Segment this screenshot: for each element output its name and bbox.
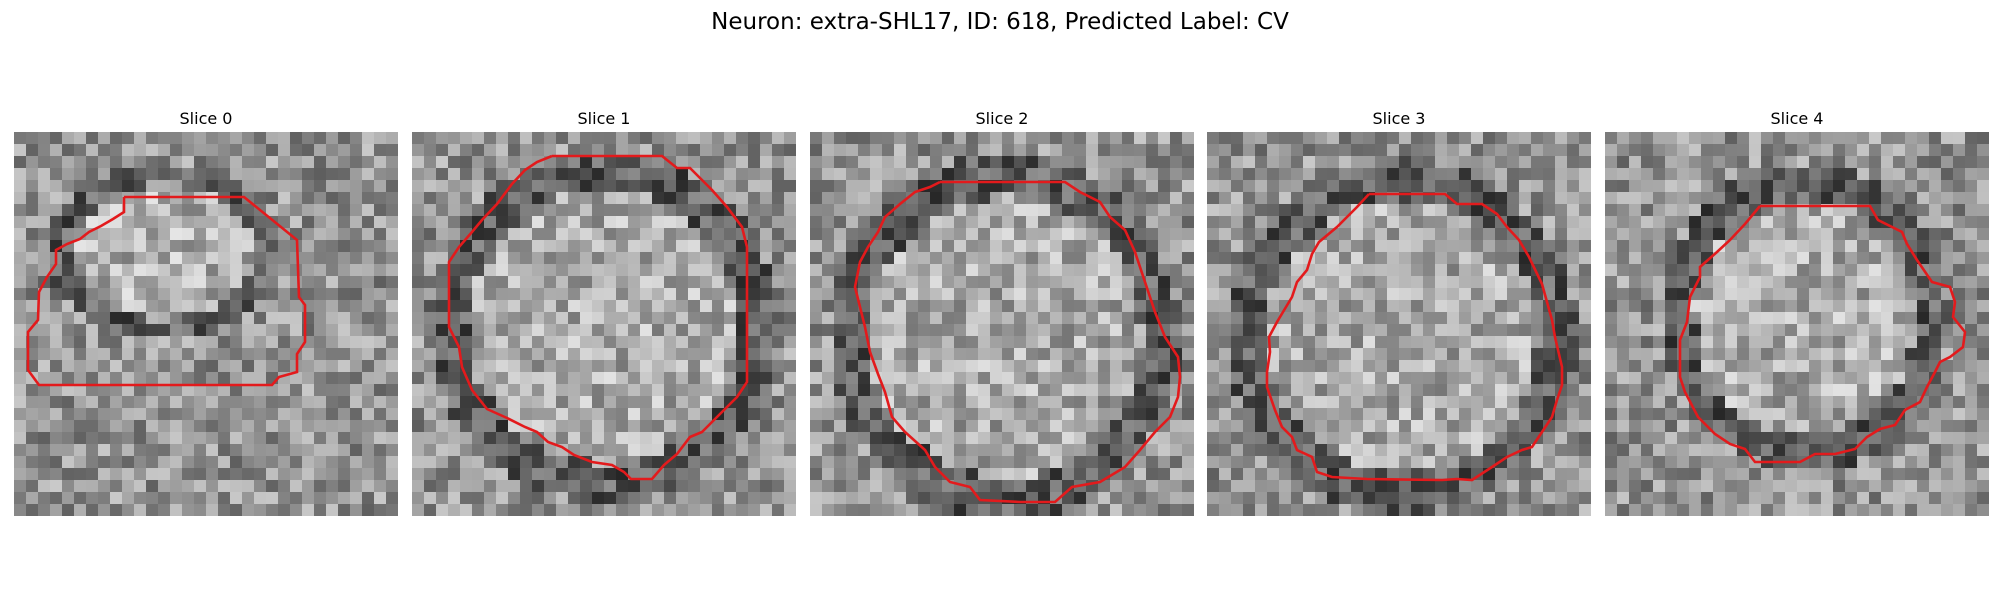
slice-image-3 — [1207, 132, 1591, 516]
slice-image-4 — [1605, 132, 1989, 516]
slice-panel-3: Slice 3 — [1207, 108, 1591, 516]
slice-panel-1: Slice 1 — [412, 108, 796, 516]
segmentation-contour — [1678, 204, 1967, 464]
slice-panel-2: Slice 2 — [810, 108, 1194, 516]
figure-title: Neuron: extra-SHL17, ID: 618, Predicted … — [711, 9, 1289, 35]
slice-image-2 — [810, 132, 1194, 516]
slice-panel-4: Slice 4 — [1605, 108, 1989, 516]
slice-title: Slice 2 — [975, 109, 1029, 128]
slice-image-0 — [14, 132, 398, 516]
slice-title: Slice 3 — [1372, 109, 1426, 128]
slice-title: Slice 4 — [1770, 109, 1824, 128]
slice-title: Slice 1 — [577, 109, 631, 128]
segmentation-contour — [26, 195, 307, 387]
segmentation-contour — [1265, 192, 1564, 482]
slice-image-1 — [412, 132, 796, 516]
segmentation-contour — [853, 180, 1182, 504]
slice-title: Slice 0 — [179, 109, 233, 128]
segmentation-contour — [447, 154, 749, 481]
slice-panel-0: Slice 0 — [14, 108, 398, 516]
